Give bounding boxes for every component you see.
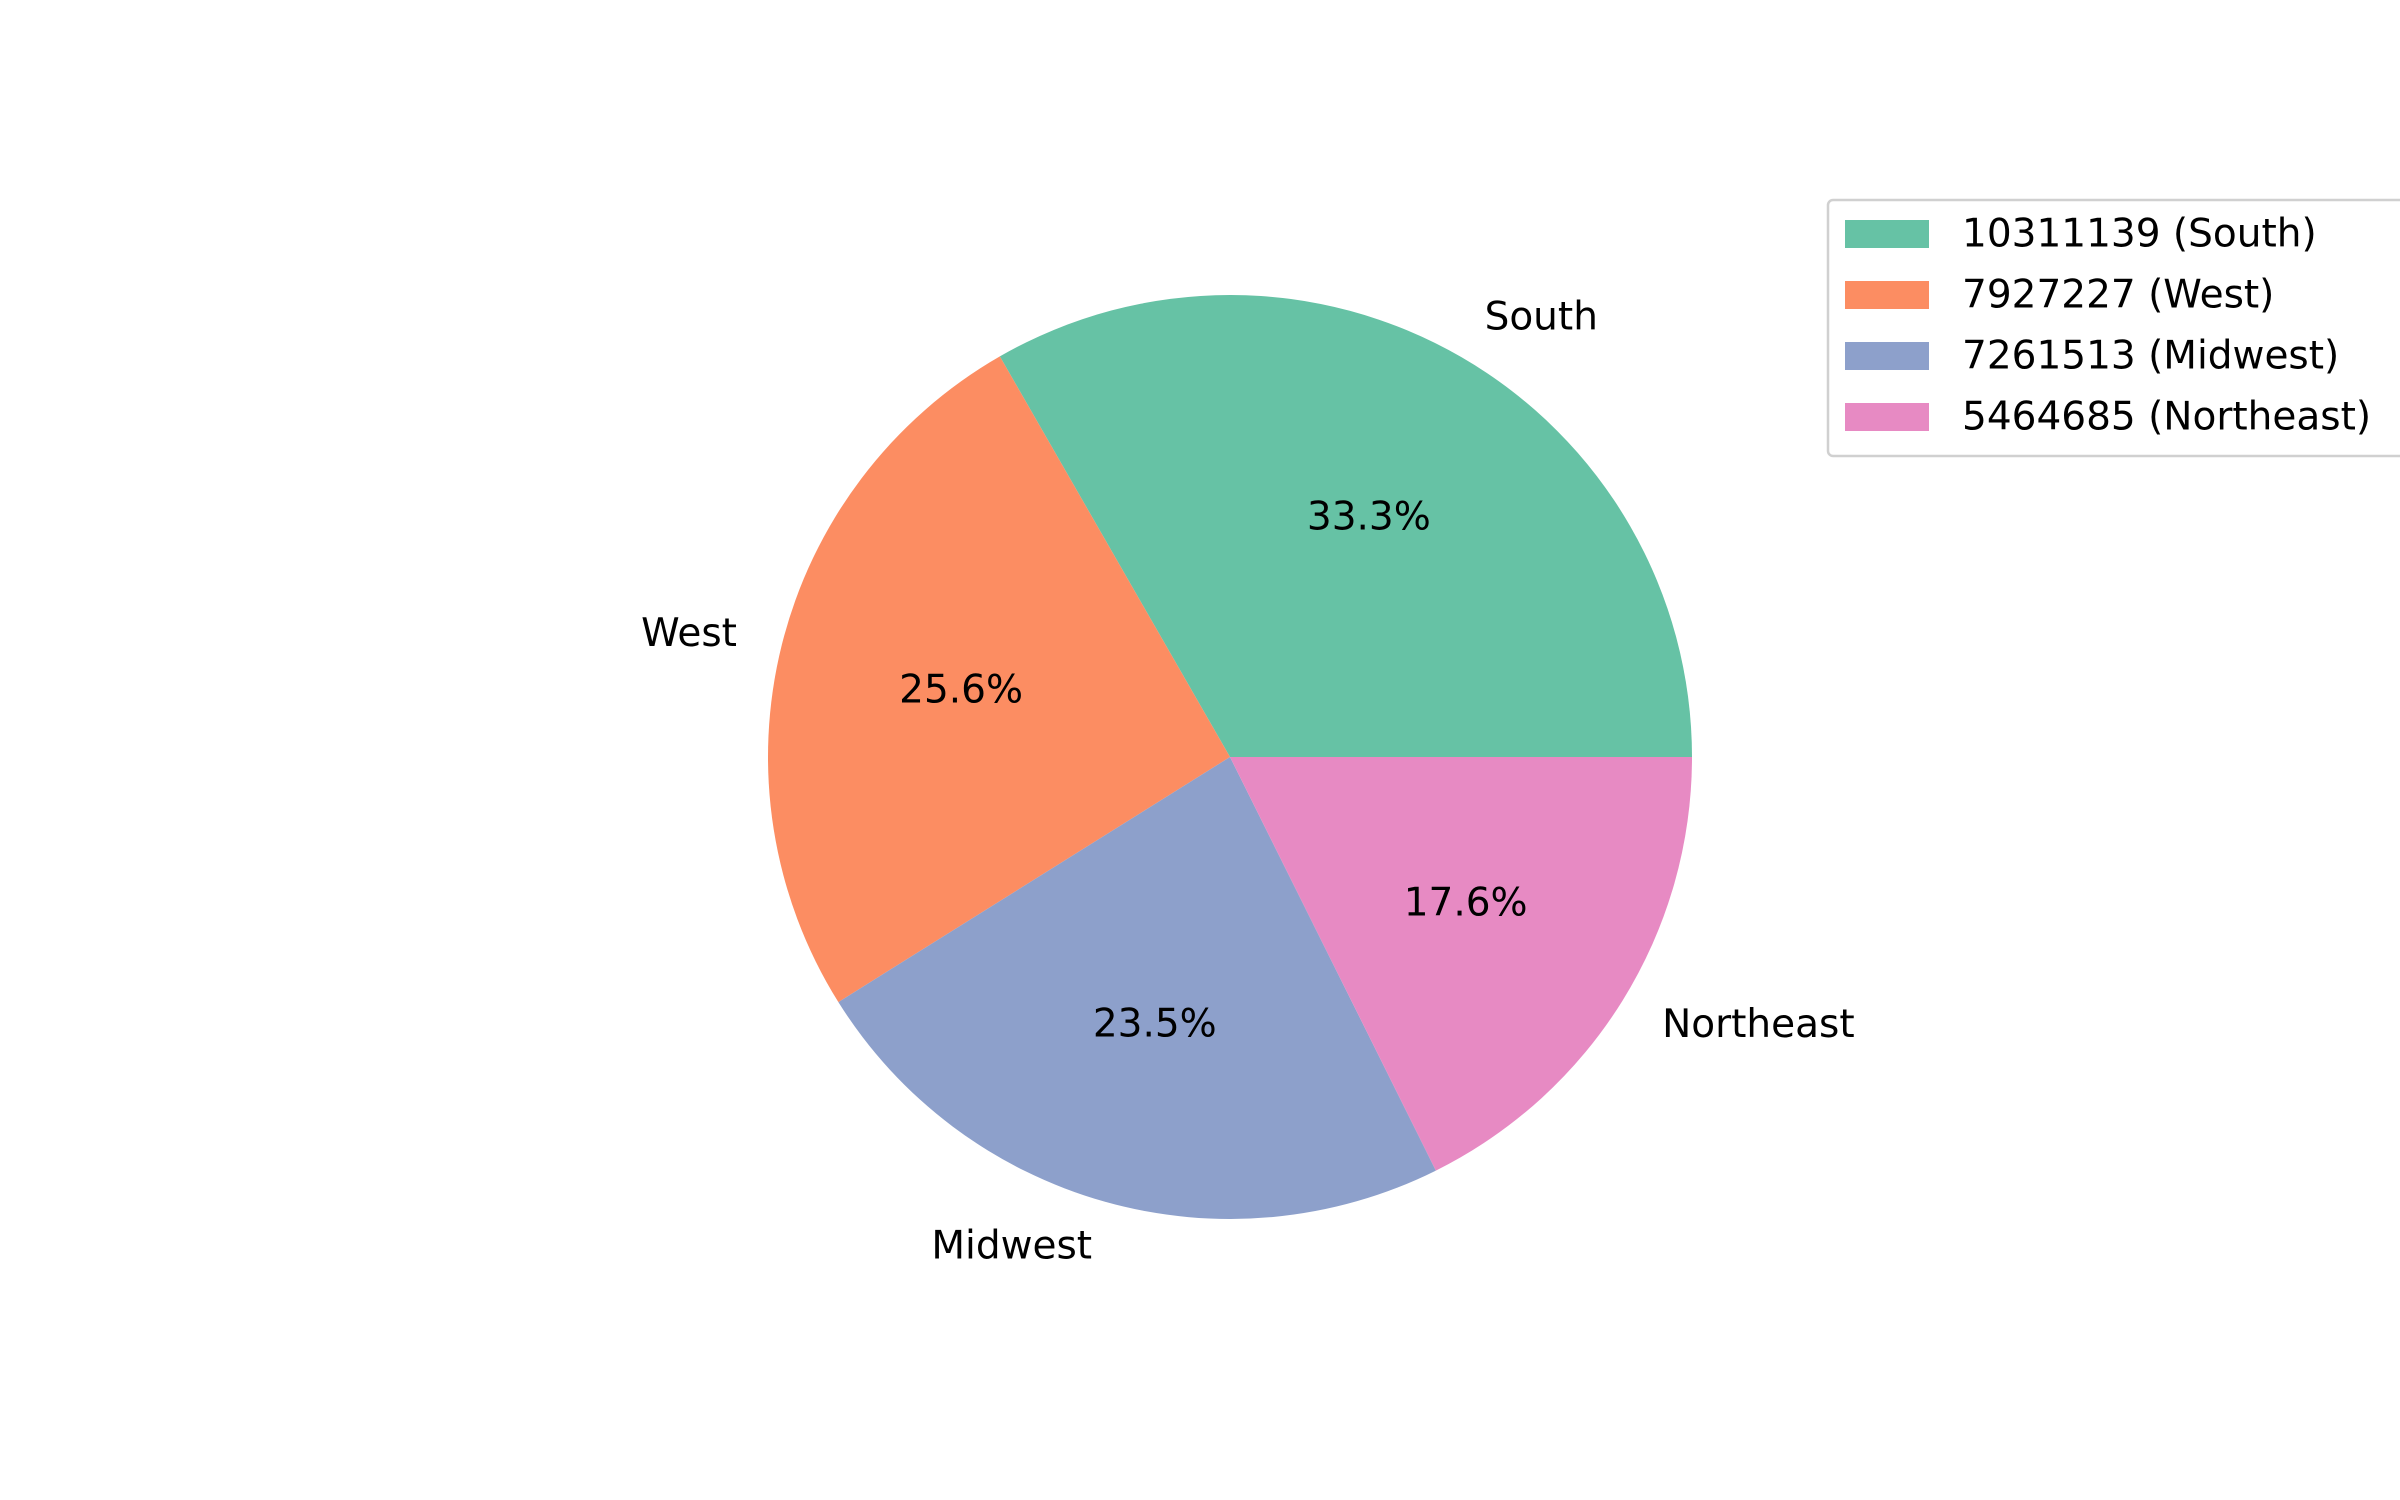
slice-label-northeast: Northeast (1662, 1002, 1855, 1047)
percent-label-midwest: 23.5% (1093, 1001, 1217, 1046)
pie-slice-west (768, 356, 1230, 1003)
pie-slice-midwest (838, 757, 1436, 1219)
legend-label-west: 7927227 (West) (1962, 273, 2274, 318)
legend-label-south: 10311139 (South) (1962, 212, 2317, 257)
legend-label-northeast: 5464685 (Northeast) (1962, 395, 2371, 440)
legend-swatch-south (1845, 220, 1929, 248)
slice-labels: South 33.3% West 25.6% Midwest 23.5% Northeast… (641, 295, 1855, 1269)
legend-swatch-west (1845, 281, 1929, 309)
percent-label-south: 33.3% (1307, 495, 1431, 540)
legend-label-midwest: 7261513 (Midwest) (1962, 334, 2339, 379)
slice-label-south: South (1485, 295, 1598, 340)
pie-slice-northeast (1230, 757, 1692, 1171)
legend-items: 10311139 (South) 7927227 (West) 7261513 (M… (1845, 212, 2371, 440)
percent-label-west: 25.6% (899, 667, 1023, 712)
slice-label-west: West (641, 611, 737, 656)
legend-frame (1826, 198, 2400, 458)
legend: 10311139 (South) 7927227 (West) 7261513 (M… (1826, 198, 2400, 458)
legend-swatch-midwest (1845, 342, 1929, 370)
percent-label-northeast: 17.6% (1404, 880, 1528, 925)
legend-swatch-northeast (1845, 403, 1929, 431)
pie-slice-south (999, 294, 1692, 757)
pie-slices (768, 294, 1692, 1219)
slice-label-midwest: Midwest (931, 1224, 1092, 1269)
